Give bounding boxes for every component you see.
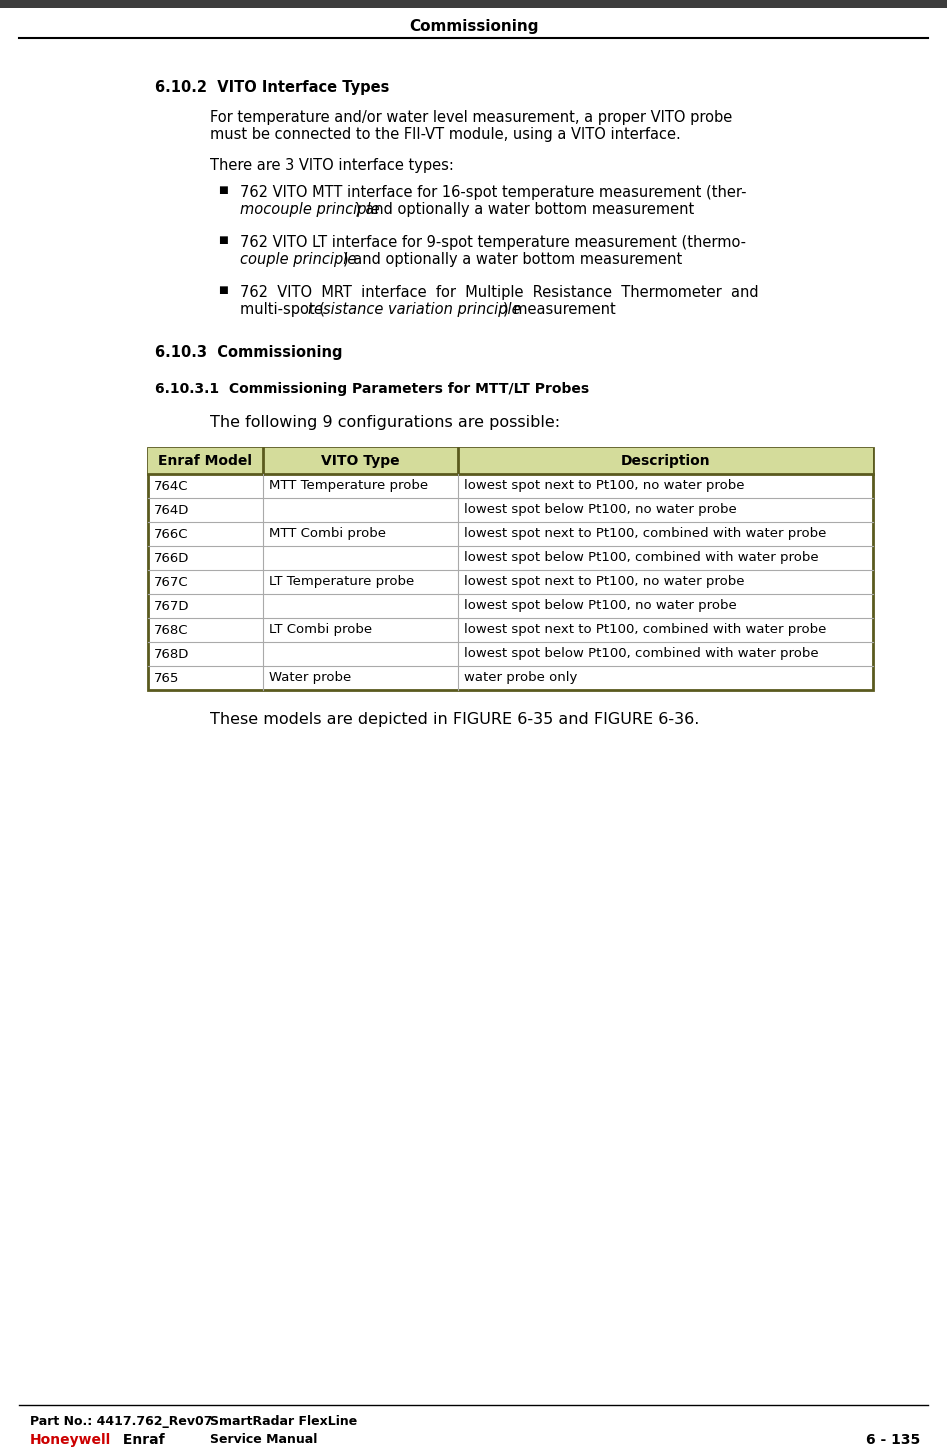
Text: 768D: 768D <box>154 647 189 661</box>
Text: lowest spot below Pt100, no water probe: lowest spot below Pt100, no water probe <box>464 503 737 517</box>
Text: 768C: 768C <box>154 624 188 636</box>
Text: lowest spot next to Pt100, no water probe: lowest spot next to Pt100, no water prob… <box>464 576 744 588</box>
Text: 764C: 764C <box>154 480 188 492</box>
Text: 765: 765 <box>154 672 179 684</box>
Text: water probe only: water probe only <box>464 672 578 684</box>
Text: must be connected to the FII-VT module, using a VITO interface.: must be connected to the FII-VT module, … <box>210 127 681 143</box>
Text: lowest spot next to Pt100, combined with water probe: lowest spot next to Pt100, combined with… <box>464 624 827 636</box>
Bar <box>148 448 873 474</box>
Text: 766D: 766D <box>154 551 189 565</box>
Text: 762 VITO MTT interface for 16-spot temperature measurement (ther-: 762 VITO MTT interface for 16-spot tempe… <box>240 185 746 199</box>
Text: couple principle: couple principle <box>240 252 356 268</box>
Text: Description: Description <box>620 454 710 469</box>
Text: ■: ■ <box>218 185 227 195</box>
Text: LT Temperature probe: LT Temperature probe <box>269 576 414 588</box>
Text: Enraf Model: Enraf Model <box>158 454 253 469</box>
Text: lowest spot below Pt100, combined with water probe: lowest spot below Pt100, combined with w… <box>464 647 818 661</box>
Text: Honeywell: Honeywell <box>30 1433 111 1448</box>
Text: lowest spot next to Pt100, no water probe: lowest spot next to Pt100, no water prob… <box>464 480 744 492</box>
Text: The following 9 configurations are possible:: The following 9 configurations are possi… <box>210 415 560 431</box>
Text: LT Combi probe: LT Combi probe <box>269 624 372 636</box>
Text: resistance variation principle: resistance variation principle <box>308 303 521 317</box>
Bar <box>0 0 947 7</box>
Text: 762 VITO LT interface for 9-spot temperature measurement (thermo-: 762 VITO LT interface for 9-spot tempera… <box>240 236 746 250</box>
Text: Water probe: Water probe <box>269 672 351 684</box>
Text: 6.10.3  Commissioning: 6.10.3 Commissioning <box>155 345 343 359</box>
Text: MTT Combi probe: MTT Combi probe <box>269 528 386 540</box>
Text: Part No.: 4417.762_Rev07: Part No.: 4417.762_Rev07 <box>30 1416 212 1427</box>
Text: There are 3 VITO interface types:: There are 3 VITO interface types: <box>210 159 454 173</box>
Text: Enraf: Enraf <box>118 1433 165 1448</box>
Text: SmartRadar FlexLine: SmartRadar FlexLine <box>210 1416 357 1427</box>
Text: Commissioning: Commissioning <box>409 19 538 33</box>
Text: 764D: 764D <box>154 503 189 517</box>
Text: 6.10.3.1  Commissioning Parameters for MTT/LT Probes: 6.10.3.1 Commissioning Parameters for MT… <box>155 383 589 396</box>
Text: ■: ■ <box>218 285 227 295</box>
Text: 767C: 767C <box>154 576 188 588</box>
Text: MTT Temperature probe: MTT Temperature probe <box>269 480 428 492</box>
Text: mocouple principle: mocouple principle <box>240 202 380 217</box>
Text: Service Manual: Service Manual <box>210 1433 317 1446</box>
Text: lowest spot below Pt100, no water probe: lowest spot below Pt100, no water probe <box>464 599 737 613</box>
Text: 767D: 767D <box>154 599 189 613</box>
Bar <box>148 448 873 690</box>
Text: ) measurement: ) measurement <box>503 303 616 317</box>
Text: 766C: 766C <box>154 528 188 540</box>
Text: ) and optionally a water bottom measurement: ) and optionally a water bottom measurem… <box>343 252 682 268</box>
Text: lowest spot below Pt100, combined with water probe: lowest spot below Pt100, combined with w… <box>464 551 818 565</box>
Text: VITO Type: VITO Type <box>321 454 400 469</box>
Text: 6.10.2  VITO Interface Types: 6.10.2 VITO Interface Types <box>155 80 389 95</box>
Text: lowest spot next to Pt100, combined with water probe: lowest spot next to Pt100, combined with… <box>464 528 827 540</box>
Text: ) and optionally a water bottom measurement: ) and optionally a water bottom measurem… <box>355 202 694 217</box>
Text: ■: ■ <box>218 236 227 244</box>
Text: 6 - 135: 6 - 135 <box>866 1433 920 1448</box>
Text: 762  VITO  MRT  interface  for  Multiple  Resistance  Thermometer  and: 762 VITO MRT interface for Multiple Resi… <box>240 285 759 300</box>
Text: These models are depicted in FIGURE 6-35 and FIGURE 6-36.: These models are depicted in FIGURE 6-35… <box>210 711 700 728</box>
Text: For temperature and/or water level measurement, a proper VITO probe: For temperature and/or water level measu… <box>210 111 732 125</box>
Text: multi-spot (: multi-spot ( <box>240 303 325 317</box>
